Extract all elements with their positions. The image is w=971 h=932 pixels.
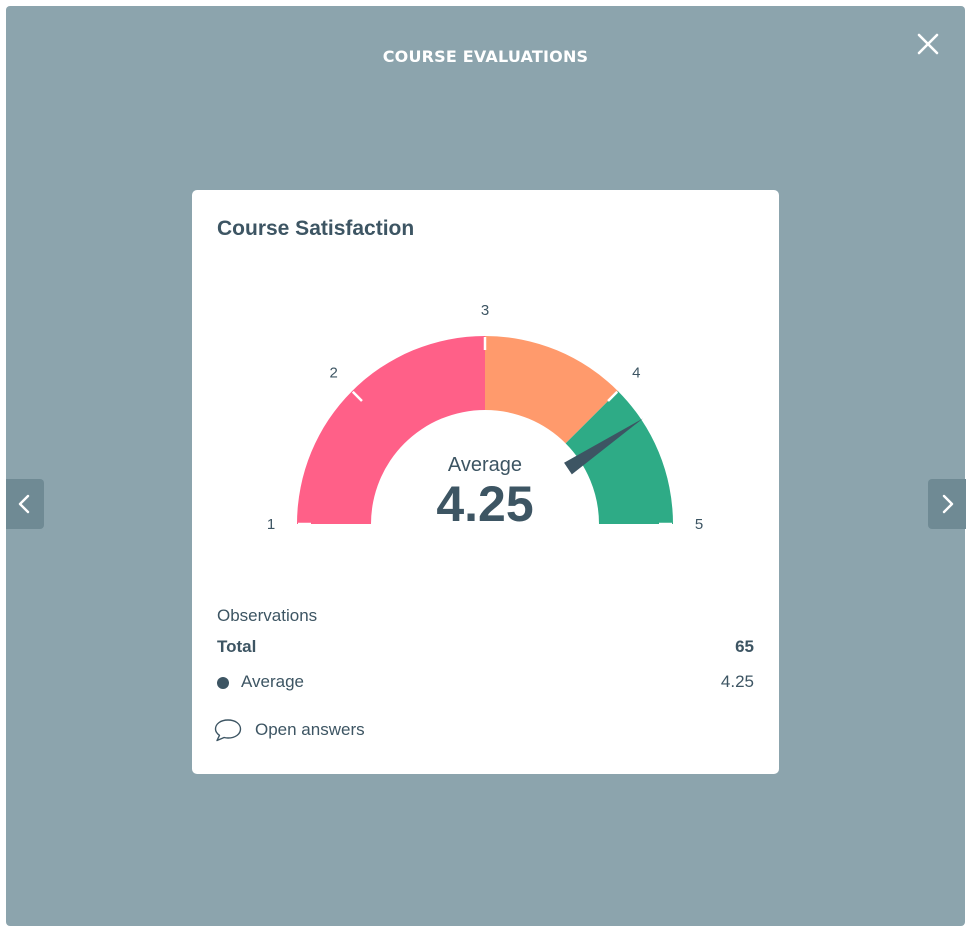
gauge-tick-4 — [607, 390, 619, 402]
gauge-band-3 — [565, 391, 673, 524]
total-row: Total 65 — [217, 637, 754, 659]
card-title: Course Satisfaction — [217, 217, 415, 240]
gauge-tick-label-3: 3 — [481, 302, 489, 319]
modal-title: COURSE EVALUATIONS — [382, 47, 589, 66]
gauge-band-1 — [297, 336, 485, 524]
gauge-tick-label-4: 4 — [632, 365, 640, 382]
observations-label: Observations — [217, 606, 318, 625]
gauge-needle — [564, 418, 643, 475]
average-row: Average 4.25 — [217, 672, 754, 694]
average-value: 4.25 — [720, 672, 754, 691]
course-satisfaction-card: Course Satisfaction 1 2 3 4 5 Average 4.25 O… — [192, 190, 779, 774]
open-answers-label: Open answers — [255, 720, 365, 739]
gauge-tick-label-1: 1 — [267, 516, 275, 533]
gauge-band-2 — [485, 336, 618, 444]
next-button[interactable] — [928, 479, 966, 529]
close-icon — [917, 33, 939, 55]
chevron-right-icon — [942, 494, 954, 514]
gauge-value: 4.25 — [436, 476, 533, 532]
previous-button[interactable] — [6, 479, 44, 529]
average-label: Average — [241, 672, 305, 691]
total-label: Total — [217, 637, 257, 656]
satisfaction-gauge: 1 2 3 4 5 Average 4.25 — [267, 302, 703, 533]
close-button[interactable] — [914, 30, 942, 58]
total-value: 65 — [735, 637, 754, 656]
gauge-center-label: Average — [448, 454, 522, 476]
average-legend-dot — [217, 677, 229, 689]
gauge-tick-2 — [351, 390, 363, 402]
gauge-tick-label-2: 2 — [330, 365, 338, 382]
chevron-left-icon — [18, 494, 30, 514]
speech-bubble-icon — [214, 719, 242, 742]
gauge-tick-label-5: 5 — [695, 516, 703, 533]
